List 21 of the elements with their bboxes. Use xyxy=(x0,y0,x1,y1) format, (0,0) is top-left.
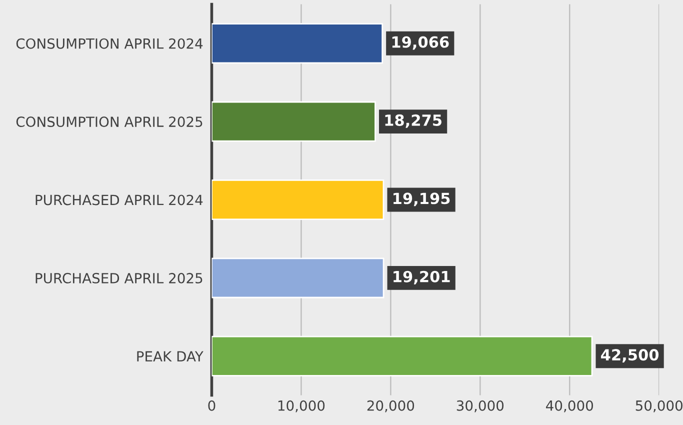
x-tick-label: 10,000 xyxy=(278,400,325,412)
data-label: 19,201 xyxy=(394,270,450,284)
data-label: 19,066 xyxy=(392,36,449,50)
data-label: 19,195 xyxy=(394,192,450,206)
x-tick-label: 0 xyxy=(208,400,216,411)
y-tick-label: PURCHASED APRIL 2025 xyxy=(36,272,202,284)
bar xyxy=(212,101,376,142)
x-tick-label: 30,000 xyxy=(456,400,504,412)
data-label: 18,275 xyxy=(385,114,442,128)
bar xyxy=(212,180,384,220)
y-tick-label: PURCHASED APRIL 2024 xyxy=(36,194,203,206)
bar xyxy=(212,23,384,64)
y-tick-label: CONSUMPTION APRIL 2025 xyxy=(16,116,202,128)
x-tick-label: 40,000 xyxy=(546,400,593,412)
x-tick-label: 20,000 xyxy=(367,400,414,412)
x-tick-label: 50,000 xyxy=(636,400,682,412)
y-tick-label: PEAK DAY xyxy=(137,351,204,362)
bar xyxy=(212,336,593,376)
data-label: 42,500 xyxy=(601,349,659,363)
y-tick-label: CONSUMPTION APRIL 2024 xyxy=(16,38,203,49)
bar xyxy=(212,258,384,298)
